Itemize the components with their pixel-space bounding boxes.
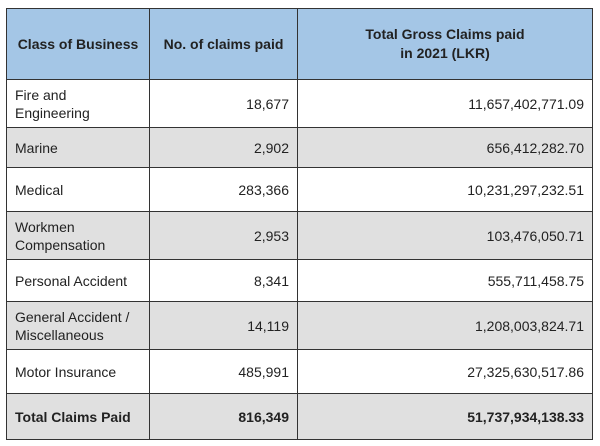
header-row: Class of Business No. of claims paid Tot… (6, 8, 593, 80)
class-cell: General Accident / Miscellaneous (6, 301, 150, 350)
header-class: Class of Business (6, 8, 150, 80)
claims-cell: 14,119 (149, 301, 298, 350)
header-amount-text: Total Gross Claims paid in 2021 (LKR) (365, 26, 525, 61)
table-row: Personal Accident 8,341 555,711,458.75 (6, 259, 593, 302)
table-row: Workmen Compensation 2,953 103,476,050.7… (6, 211, 593, 260)
class-cell: Workmen Compensation (6, 211, 150, 260)
table-row: Marine 2,902 656,412,282.70 (6, 127, 593, 168)
total-amount: 51,737,934,138.33 (297, 393, 593, 440)
table-row: Fire and Engineering 18,677 11,657,402,7… (6, 79, 593, 128)
class-cell: Motor Insurance (6, 349, 150, 394)
claims-cell: 2,902 (149, 127, 298, 168)
amount-cell: 555,711,458.75 (297, 259, 593, 302)
table-row: Medical 283,366 10,231,297,232.51 (6, 167, 593, 212)
total-claims: 816,349 (149, 393, 298, 440)
amount-cell: 10,231,297,232.51 (297, 167, 593, 212)
claims-cell: 2,953 (149, 211, 298, 260)
amount-cell: 11,657,402,771.09 (297, 79, 593, 128)
table-row: Motor Insurance 485,991 27,325,630,517.8… (6, 349, 593, 394)
amount-cell: 103,476,050.71 (297, 211, 593, 260)
class-cell: Marine (6, 127, 150, 168)
header-amount: Total Gross Claims paid in 2021 (LKR) (297, 8, 593, 80)
claims-cell: 8,341 (149, 259, 298, 302)
claims-table: Class of Business No. of claims paid Tot… (6, 8, 593, 440)
total-row: Total Claims Paid 816,349 51,737,934,138… (6, 393, 593, 440)
claims-cell: 485,991 (149, 349, 298, 394)
class-cell: Fire and Engineering (6, 79, 150, 128)
class-cell: Personal Accident (6, 259, 150, 302)
amount-cell: 27,325,630,517.86 (297, 349, 593, 394)
header-claims: No. of claims paid (149, 8, 298, 80)
class-cell: Medical (6, 167, 150, 212)
claims-cell: 18,677 (149, 79, 298, 128)
total-label: Total Claims Paid (6, 393, 150, 440)
table-row: General Accident / Miscellaneous 14,119 … (6, 301, 593, 350)
amount-cell: 656,412,282.70 (297, 127, 593, 168)
claims-cell: 283,366 (149, 167, 298, 212)
amount-cell: 1,208,003,824.71 (297, 301, 593, 350)
